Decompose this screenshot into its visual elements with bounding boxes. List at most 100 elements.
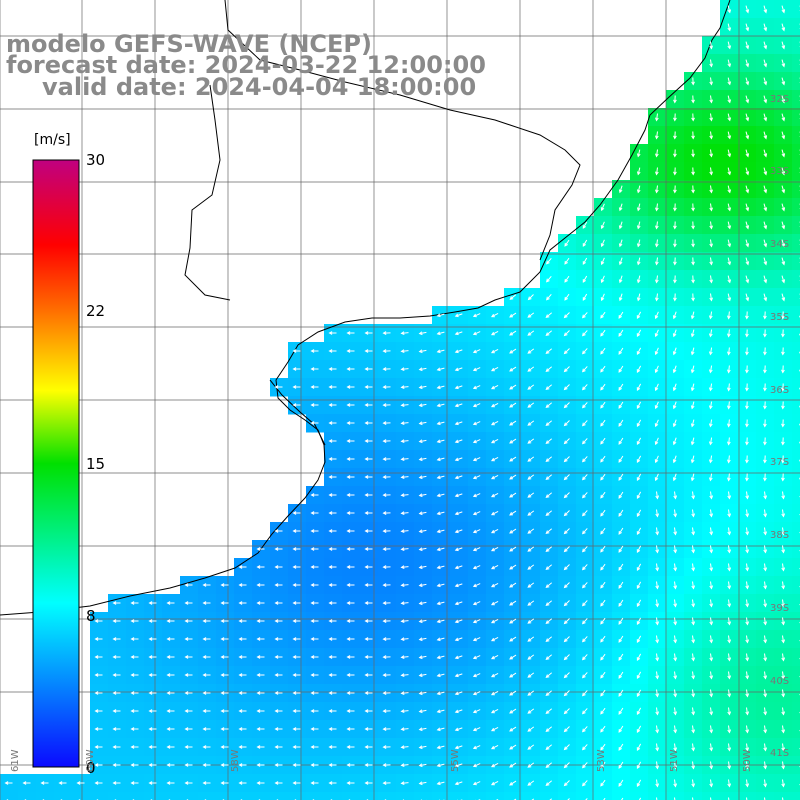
wind-arrow [763, 581, 768, 590]
wind-cell [324, 792, 343, 800]
wind-arrow [509, 366, 517, 372]
wind-arrow [582, 438, 588, 445]
wind-arrow [636, 509, 642, 518]
wind-arrow [600, 275, 605, 284]
wind-arrow [256, 583, 265, 587]
wind-arrow [545, 564, 553, 570]
wind-arrow [618, 473, 624, 481]
wind-arrow [490, 762, 499, 768]
wind-arrow [763, 347, 767, 356]
wind-arrow [708, 473, 713, 482]
lon-label: 53W [596, 749, 607, 772]
wind-arrow [545, 744, 553, 750]
wind-arrow [274, 673, 283, 677]
wind-arrow [727, 311, 731, 320]
lat-label: 33S [770, 166, 790, 177]
wind-arrow [745, 275, 750, 284]
wind-arrow [490, 492, 499, 498]
wind-arrow [202, 691, 211, 695]
wind-arrow [436, 475, 445, 480]
wind-arrow [292, 637, 301, 641]
wind-cell [126, 792, 145, 800]
wind-arrow [745, 581, 750, 590]
wind-arrow [545, 726, 553, 732]
wind-arrow [509, 438, 517, 444]
wind-arrow [763, 239, 768, 248]
wind-arrow [709, 239, 713, 248]
wind-arrow [346, 367, 355, 371]
wind-arrow [763, 707, 768, 716]
wind-arrow [238, 619, 247, 623]
wind-arrow [328, 727, 337, 731]
wind-arrow [727, 653, 732, 662]
wind-cell [270, 792, 289, 800]
wind-arrow [691, 149, 695, 158]
wind-arrow [600, 563, 606, 571]
wind-arrow [130, 781, 139, 785]
wind-arrow [781, 455, 785, 464]
wind-arrow [328, 565, 337, 569]
wind-arrow [582, 672, 588, 679]
wind-arrow [618, 689, 624, 697]
wind-arrow [220, 583, 229, 587]
wind-arrow [490, 726, 499, 732]
wind-arrow [691, 293, 695, 302]
wind-arrow [763, 779, 768, 788]
wind-arrow [202, 763, 211, 767]
wind-arrow [238, 781, 247, 785]
wind-arrow [600, 707, 606, 715]
wind-arrow [220, 709, 229, 713]
wind-arrow [490, 780, 499, 786]
wind-arrow [436, 493, 445, 498]
wind-arrow [618, 383, 624, 391]
wind-cell [216, 792, 235, 800]
wind-arrow [691, 221, 695, 230]
wind-arrow [400, 421, 409, 425]
wind-arrow [763, 113, 768, 122]
wind-arrow [582, 257, 588, 265]
wind-arrow [490, 456, 499, 462]
wind-arrow [364, 763, 373, 767]
wind-arrow [618, 401, 624, 409]
wind-arrow [727, 491, 732, 500]
wind-arrow [709, 131, 713, 140]
wind-arrow [673, 761, 678, 770]
wind-arrow [364, 475, 373, 479]
wind-arrow [130, 619, 139, 623]
wind-arrow [672, 419, 677, 428]
wind-arrow [256, 727, 265, 731]
wind-arrow [600, 761, 606, 769]
wind-arrow [400, 511, 409, 515]
wind-arrow [745, 473, 749, 482]
wind-arrow [310, 655, 319, 659]
wind-arrow [364, 547, 373, 551]
wind-arrow [436, 781, 445, 786]
wind-arrow [745, 149, 750, 158]
wind-arrow [274, 583, 283, 587]
wind-arrow [563, 744, 570, 751]
wind-arrow [673, 599, 678, 608]
wind-cell [792, 90, 800, 109]
wind-arrow [382, 439, 391, 443]
wind-arrow [509, 312, 517, 318]
wind-arrow [148, 763, 157, 767]
wind-arrow [727, 635, 732, 644]
wind-arrow [310, 385, 319, 389]
wind-arrow [310, 745, 319, 749]
wind-arrow [709, 761, 714, 770]
wind-cell [792, 504, 800, 523]
wind-arrow [310, 727, 319, 731]
wind-arrow [781, 437, 785, 446]
wind-arrow [527, 546, 535, 552]
wind-arrow [582, 762, 588, 769]
wind-arrow [600, 509, 606, 517]
wind-arrow [454, 745, 463, 750]
wind-arrow [472, 763, 481, 768]
wind-arrow [781, 617, 786, 626]
wind-arrow [636, 761, 642, 770]
wind-cell [756, 792, 775, 800]
wind-arrow [654, 383, 659, 392]
wind-arrow [600, 635, 606, 643]
wind-arrow [618, 725, 624, 733]
wind-arrow [745, 743, 750, 752]
